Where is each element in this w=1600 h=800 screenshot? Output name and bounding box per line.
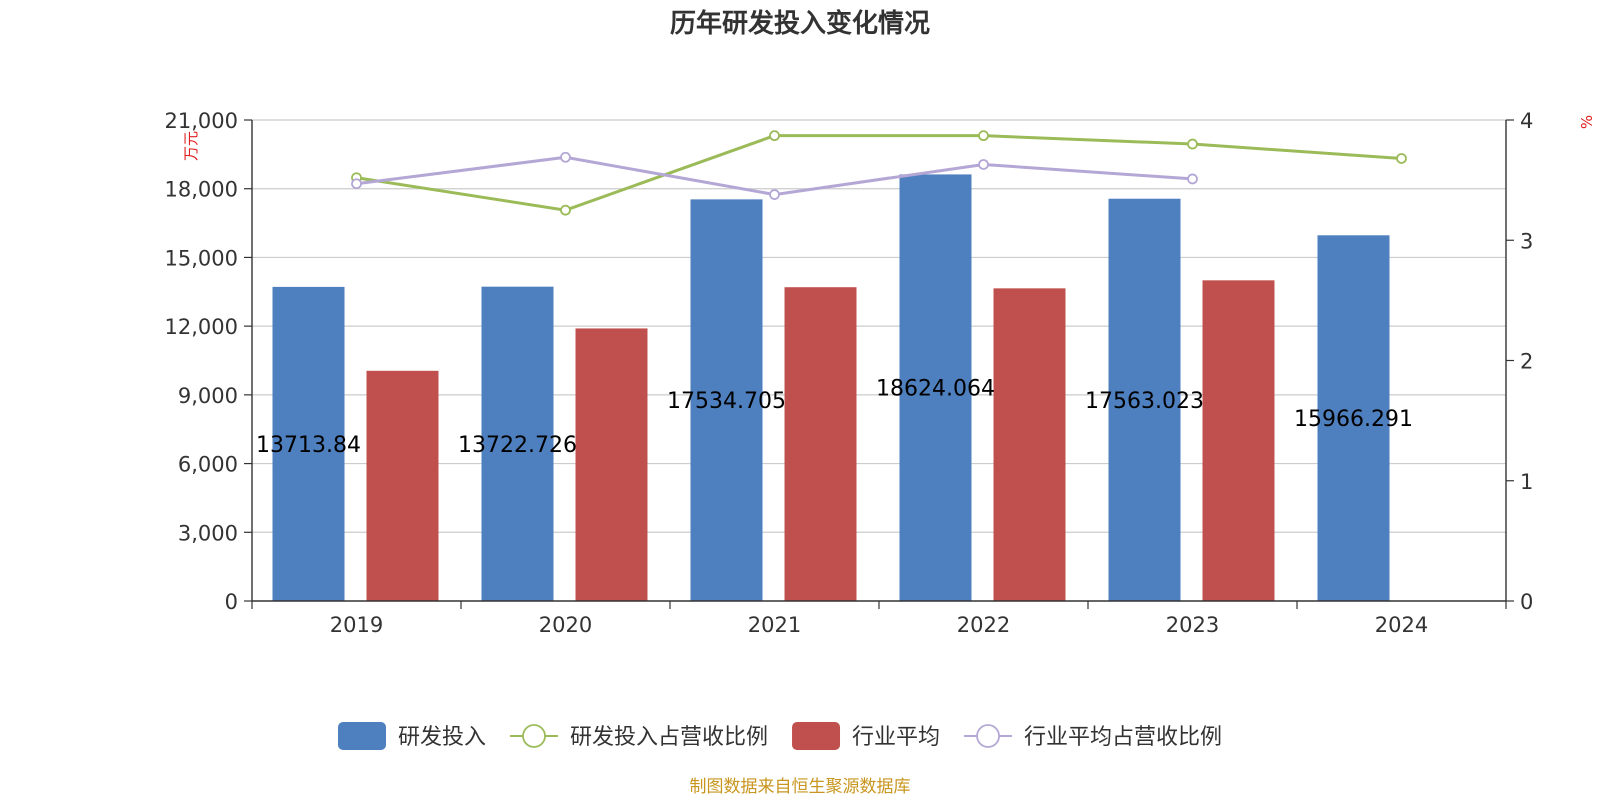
line-point <box>1187 138 1198 150</box>
bar-2022-rd <box>899 174 972 602</box>
left-axis-tick-label: 9,000 <box>178 384 238 408</box>
legend: 研发投入 研发投入占营收比例 行业平均 行业平均占营收比例 <box>338 722 1222 750</box>
bar-2021-rd <box>690 199 763 601</box>
left-axis-tick-label: 0 <box>225 590 238 614</box>
bar-2019-rd <box>272 286 345 601</box>
bar-data-label: 13713.84 <box>256 433 361 458</box>
legend-swatch-bar <box>338 722 386 750</box>
left-axis-tick-label: 12,000 <box>165 315 238 339</box>
left-axis-tick-label: 6,000 <box>178 453 238 477</box>
bar-2024-rd <box>1317 235 1390 602</box>
legend-swatch-point <box>976 724 1000 748</box>
right-axis-tick-label: 4 <box>1520 109 1533 133</box>
line-point <box>1396 153 1407 164</box>
bar-2021-industry <box>784 287 857 601</box>
legend-swatch-bar <box>792 722 841 750</box>
bar-2020-rd <box>481 286 554 601</box>
bar-data-label: 18624.064 <box>876 377 995 402</box>
legend-label: 行业平均 <box>852 725 940 750</box>
bar-2019-industry <box>366 370 439 601</box>
right-axis-tick-label: 1 <box>1520 470 1533 494</box>
line-point <box>978 159 989 170</box>
line-point <box>560 151 571 163</box>
x-axis-tick-label: 2023 <box>1166 613 1219 637</box>
bar-2020-industry <box>575 328 648 601</box>
bar-data-label: 17563.023 <box>1085 389 1204 414</box>
left-axis-tick-label: 15,000 <box>165 246 238 270</box>
legend-label: 行业平均占营收比例 <box>1024 725 1222 750</box>
lines <box>351 130 1407 216</box>
left-axis-tick-label: 18,000 <box>165 178 238 202</box>
bar-data-label: 13722.726 <box>458 433 577 458</box>
line-point <box>351 178 362 190</box>
right-axis-tick-label: 2 <box>1520 350 1533 374</box>
grid-lines <box>252 119 1506 533</box>
x-axis-tick-label: 2024 <box>1375 613 1428 637</box>
source-note: 制图数据来自恒生聚源数据库 <box>690 777 911 797</box>
line-point <box>769 189 780 200</box>
line-point <box>1187 173 1198 185</box>
legend-label: 研发投入占营收比例 <box>570 725 768 750</box>
right-axis-unit: % <box>1578 115 1596 129</box>
right-axis-tick-label: 0 <box>1520 590 1533 614</box>
x-axis-tick-label: 2022 <box>957 613 1010 637</box>
legend-label: 研发投入 <box>398 725 486 750</box>
bars <box>272 174 1390 602</box>
bar-2022-industry <box>993 288 1066 601</box>
x-axis-tick-label: 2020 <box>539 613 592 637</box>
bar-2023-industry <box>1202 280 1275 601</box>
chart-title: 历年研发投入变化情况 <box>670 8 930 39</box>
left-axis-tick-label: 3,000 <box>178 521 238 545</box>
right-axis-tick-label: 3 <box>1520 229 1533 253</box>
line-point <box>560 204 571 216</box>
line-point <box>769 130 780 142</box>
legend-swatch-point <box>522 724 546 748</box>
left-axis-tick-label: 21,000 <box>165 109 238 133</box>
axes: 0 3,000 6,000 9,000 12,000 15,000 18,000 21,000… <box>165 109 1534 637</box>
line-point <box>978 130 989 142</box>
x-axis-tick-label: 2019 <box>330 613 383 637</box>
data-labels: 13713.84 13722.726 17534.705 18624.064 17563… <box>256 377 1413 458</box>
x-axis-tick-label: 2021 <box>748 613 801 637</box>
bar-data-label: 15966.291 <box>1294 407 1413 432</box>
left-axis-unit: 万元 <box>182 131 200 161</box>
line-rd-ratio <box>356 134 1402 212</box>
bar-data-label: 17534.705 <box>667 389 786 414</box>
bar-2023-rd <box>1108 198 1181 601</box>
